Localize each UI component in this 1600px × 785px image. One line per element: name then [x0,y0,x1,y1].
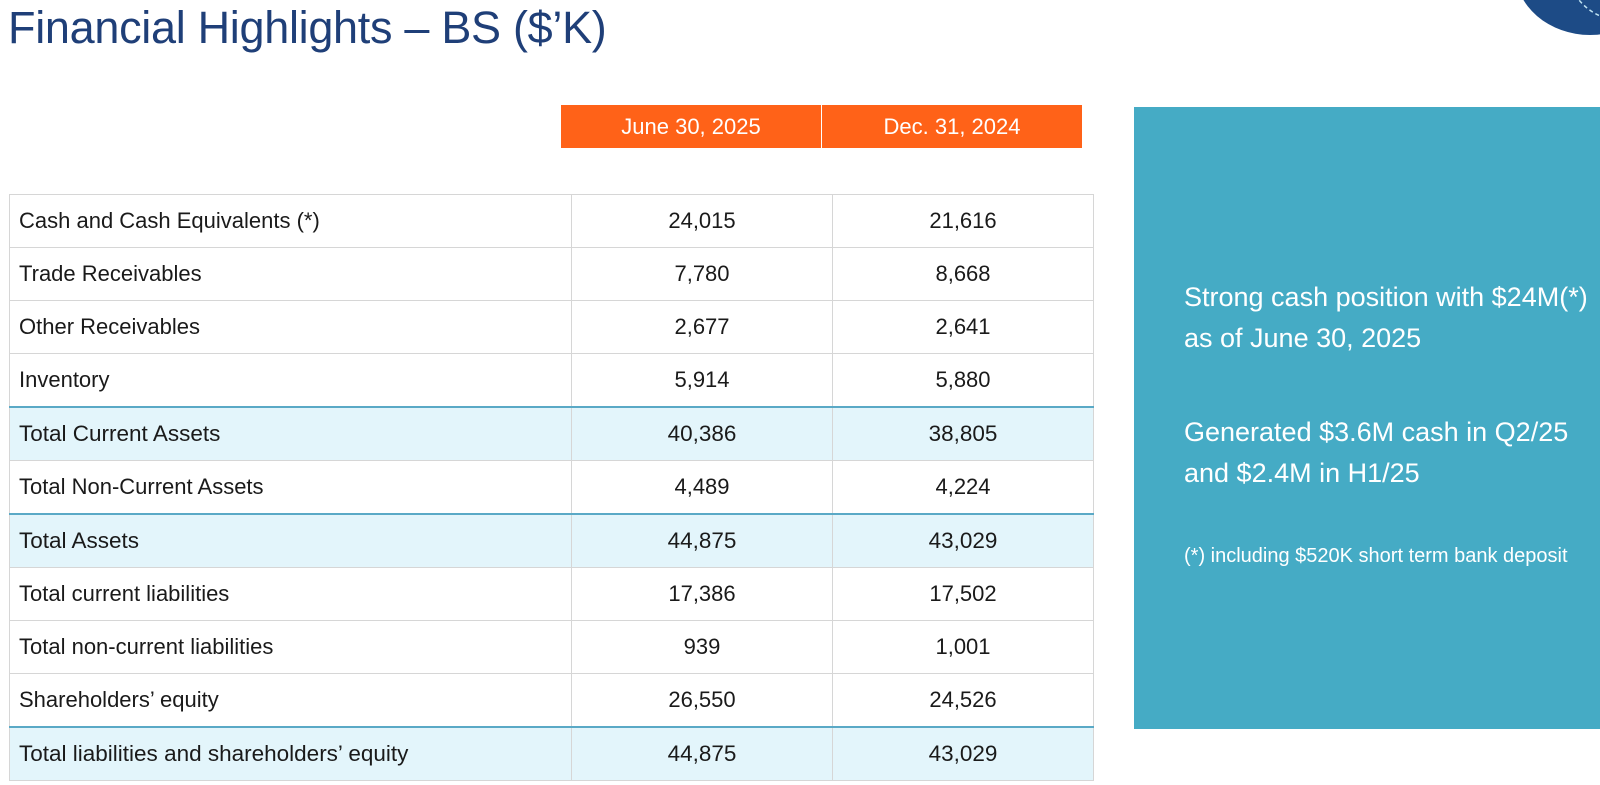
table-row: Shareholders’ equity 26,550 24,526 [9,673,1094,728]
balance-sheet-table: Cash and Cash Equivalents (*) 24,015 21,61… [9,194,1094,781]
value-june-2025: 17,386 [571,567,833,621]
table-row: Total current liabilities 17,386 17,502 [9,567,1094,621]
row-label: Cash and Cash Equivalents (*) [9,194,572,248]
column-header-dec-2024: Dec. 31, 2024 [822,105,1082,148]
row-label: Total Current Assets [9,406,572,461]
table-row: Total non-current liabilities 939 1,001 [9,620,1094,674]
row-label: Total current liabilities [9,567,572,621]
table-row: Total Non-Current Assets 4,489 4,224 [9,460,1094,515]
row-label: Trade Receivables [9,247,572,301]
value-june-2025: 4,489 [571,460,833,515]
value-dec-2024: 2,641 [832,300,1094,354]
value-june-2025: 26,550 [571,673,833,728]
value-dec-2024: 1,001 [832,620,1094,674]
value-dec-2024: 21,616 [832,194,1094,248]
total-row: Total liabilities and shareholders’ equi… [9,726,1094,781]
highlight-cash-generated: Generated $3.6M cash in Q2/25 and $2.4M … [1184,412,1568,494]
value-june-2025: 7,780 [571,247,833,301]
row-label: Inventory [9,353,572,408]
table-row: Trade Receivables 7,780 8,668 [9,247,1094,301]
row-label: Total Assets [9,513,572,568]
table-row: Cash and Cash Equivalents (*) 24,015 21,61… [9,194,1094,248]
value-dec-2024: 38,805 [832,406,1094,461]
highlight-line-1: Strong cash position with $24M(*) [1184,282,1588,312]
total-row: Total Current Assets 40,386 38,805 [9,406,1094,461]
highlight-line-4: and $2.4M in H1/25 [1184,458,1420,488]
value-dec-2024: 24,526 [832,673,1094,728]
row-label: Total non-current liabilities [9,620,572,674]
page-title: Financial Highlights – BS ($’K) [8,2,607,53]
value-june-2025: 939 [571,620,833,674]
value-dec-2024: 8,668 [832,247,1094,301]
highlight-line-2: as of June 30, 2025 [1184,323,1422,353]
value-dec-2024: 4,224 [832,460,1094,515]
row-label: Total Non-Current Assets [9,460,572,515]
value-dec-2024: 17,502 [832,567,1094,621]
value-dec-2024: 43,029 [832,726,1094,781]
row-label: Total liabilities and shareholders’ equi… [9,726,572,781]
highlights-panel: Strong cash position with $24M(*) as of … [1134,107,1600,729]
highlight-cash-position: Strong cash position with $24M(*) as of … [1184,277,1588,359]
value-june-2025: 5,914 [571,353,833,408]
balance-sheet-body: Cash and Cash Equivalents (*) 24,015 21,61… [9,194,1094,781]
value-dec-2024: 43,029 [832,513,1094,568]
value-june-2025: 2,677 [571,300,833,354]
total-row: Total Assets 44,875 43,029 [9,513,1094,568]
highlight-line-3: Generated $3.6M cash in Q2/25 [1184,417,1569,447]
value-june-2025: 24,015 [571,194,833,248]
table-row: Inventory 5,914 5,880 [9,353,1094,408]
value-june-2025: 44,875 [571,513,833,568]
value-dec-2024: 5,880 [832,353,1094,408]
header-divider [821,105,822,148]
table-row: Other Receivables 2,677 2,641 [9,300,1094,354]
value-june-2025: 40,386 [571,406,833,461]
corner-decoration [1523,0,1600,35]
column-header-june-2025: June 30, 2025 [561,105,821,148]
highlight-footnote: (*) including $520K short term bank depo… [1184,545,1568,567]
row-label: Other Receivables [9,300,572,354]
row-label: Shareholders’ equity [9,673,572,728]
value-june-2025: 44,875 [571,726,833,781]
